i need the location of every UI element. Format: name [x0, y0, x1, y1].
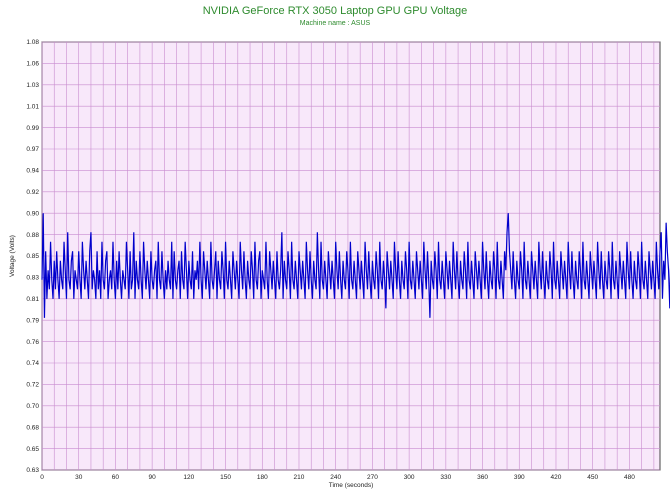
- chart-title: NVIDIA GeForce RTX 3050 Laptop GPU GPU V…: [202, 5, 468, 17]
- y-tick-label: 0.74: [26, 360, 39, 367]
- series-group: [41, 213, 670, 318]
- y-tick-label: 0.79: [26, 317, 39, 324]
- x-axis-label: Time (seconds): [329, 482, 374, 489]
- x-tick-label: 0: [40, 474, 44, 481]
- y-tick-label: 0.63: [26, 467, 39, 474]
- x-tick-label: 330: [440, 474, 451, 481]
- y-tick-label: 0.76: [26, 339, 39, 346]
- y-tick-label: 0.90: [26, 210, 39, 217]
- y-tick-label: 0.65: [26, 446, 39, 453]
- x-tick-label: 120: [183, 474, 194, 481]
- x-tick-label: 480: [624, 474, 635, 481]
- y-tick-label: 0.83: [26, 275, 39, 282]
- y-tick-label: 0.99: [26, 125, 39, 132]
- y-tick-label: 1.06: [26, 61, 39, 68]
- y-tick-label: 1.03: [26, 82, 39, 89]
- x-tick-label: 180: [257, 474, 268, 481]
- y-tick-label: 0.97: [26, 146, 39, 153]
- y-tick-label: 0.81: [26, 296, 39, 303]
- x-tick-label: 450: [587, 474, 598, 481]
- x-tick-label: 150: [220, 474, 231, 481]
- x-tick-label: 420: [551, 474, 562, 481]
- y-tick-label: 0.88: [26, 232, 39, 239]
- y-axis-ticks: 0.63 0.65 0.68 0.70 0.72 0.74 0.76 0.79 0.81 0.83…: [26, 39, 39, 474]
- x-axis-ticks: 0 30 60 90 120 150 180 210 240 270 300 330 360 390 420…: [40, 474, 635, 481]
- grid-lines: [41, 41, 660, 471]
- y-tick-label: 0.85: [26, 253, 39, 260]
- y-tick-label: 1.01: [26, 103, 39, 110]
- chart-subtitle: Machine name : ASUS: [299, 20, 371, 27]
- x-tick-label: 270: [367, 474, 378, 481]
- x-tick-label: 60: [112, 474, 120, 481]
- x-tick-label: 240: [330, 474, 341, 481]
- x-tick-label: 360: [477, 474, 488, 481]
- y-tick-label: 0.92: [26, 189, 39, 196]
- y-tick-label: 0.72: [26, 382, 39, 389]
- y-tick-label: 0.94: [26, 168, 39, 175]
- y-tick-label: 0.68: [26, 424, 39, 431]
- x-tick-label: 30: [75, 474, 83, 481]
- x-tick-label: 90: [149, 474, 157, 481]
- x-tick-label: 210: [294, 474, 305, 481]
- x-tick-label: 300: [404, 474, 415, 481]
- y-tick-label: 0.70: [26, 403, 39, 410]
- voltage-series-line: [41, 213, 670, 318]
- y-tick-label: 1.08: [26, 39, 39, 46]
- y-axis-label: Voltage (Volts): [9, 235, 16, 277]
- x-tick-label: 390: [514, 474, 525, 481]
